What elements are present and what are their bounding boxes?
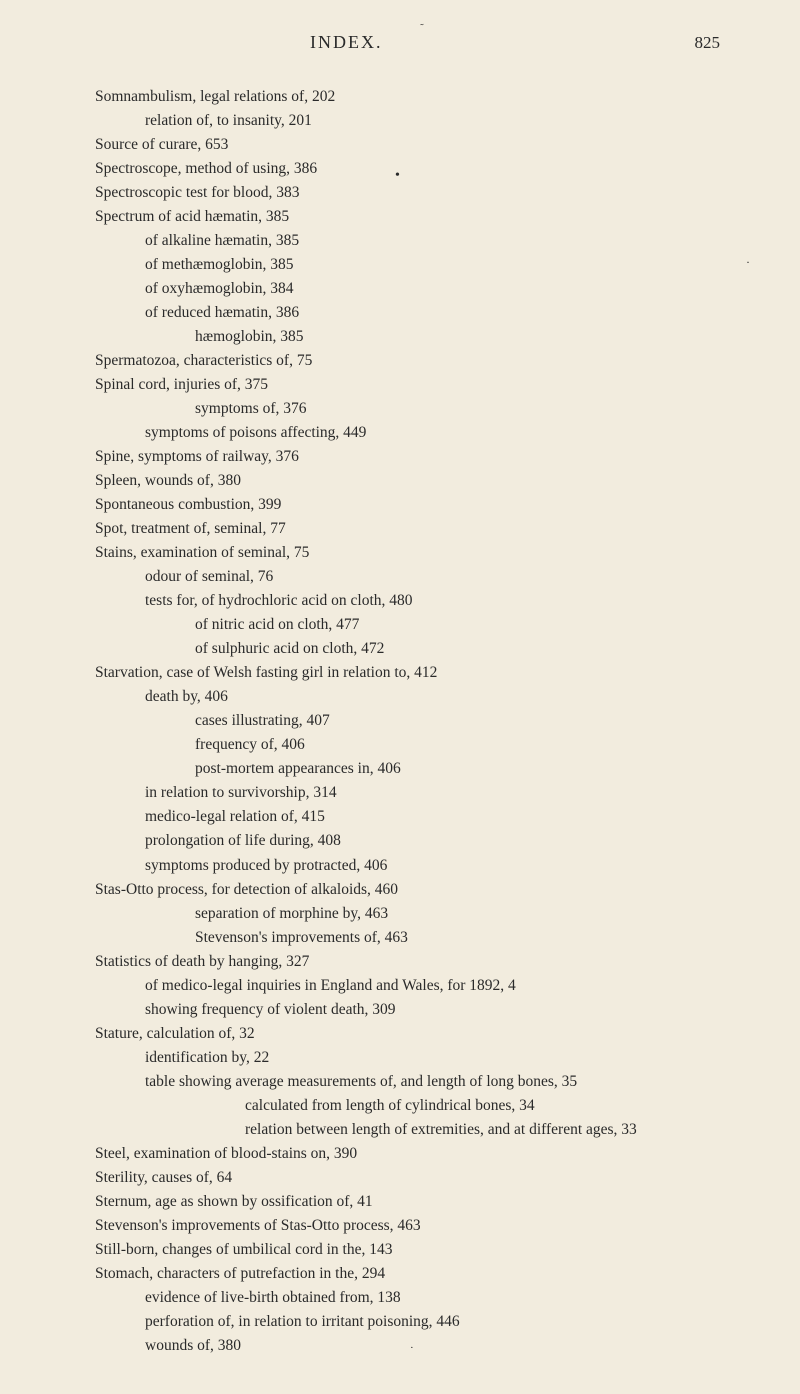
index-entry: of methæmoglobin, 385 <box>145 253 745 277</box>
index-entry: perforation of, in relation to irritant … <box>145 1310 745 1334</box>
index-entry: in relation to survivorship, 314 <box>145 781 745 805</box>
index-entry: relation of, to insanity, 201 <box>145 109 745 133</box>
index-entry: evidence of live-birth obtained from, 13… <box>145 1286 745 1310</box>
page-mark-tilde: ˜ <box>420 22 424 34</box>
index-entry: odour of seminal, 76 <box>145 565 745 589</box>
index-entry: calculated from length of cylindrical bo… <box>245 1094 745 1118</box>
index-entry: post-mortem appearances in, 406 <box>195 757 745 781</box>
index-entry: Spine, symptoms of railway, 376 <box>95 445 745 469</box>
index-entry: separation of morphine by, 463 <box>195 902 745 926</box>
index-entry: Spinal cord, injuries of, 375 <box>95 373 745 397</box>
index-entry: table showing average measurements of, a… <box>145 1070 745 1094</box>
index-entry: Spermatozoa, characteristics of, 75 <box>95 349 745 373</box>
index-entry: Sterility, causes of, 64 <box>95 1166 745 1190</box>
index-entry: Stains, examination of seminal, 75 <box>95 541 745 565</box>
index-entry: tests for, of hydrochloric acid on cloth… <box>145 589 745 613</box>
header-title: INDEX. <box>310 32 383 53</box>
index-entry: wounds of, 380 <box>145 1334 745 1358</box>
index-entry: Spectroscope, method of using, 386 <box>95 157 745 181</box>
page-mark-dot: • <box>395 168 400 184</box>
page-mark-apos: · <box>746 255 750 270</box>
index-entry: Starvation, case of Welsh fasting girl i… <box>95 661 745 685</box>
index-entry: prolongation of life during, 408 <box>145 829 745 853</box>
page-mark-smalldot: · <box>410 1342 414 1354</box>
page-number: 825 <box>695 33 721 53</box>
index-entry: Somnambulism, legal relations of, 202 <box>95 85 745 109</box>
index-entry: symptoms produced by protracted, 406 <box>145 854 745 878</box>
index-entry: of sulphuric acid on cloth, 472 <box>195 637 745 661</box>
index-entry: Steel, examination of blood-stains on, 3… <box>95 1142 745 1166</box>
index-entry: of alkaline hæmatin, 385 <box>145 229 745 253</box>
index-entry: Spontaneous combustion, 399 <box>95 493 745 517</box>
index-entry: death by, 406 <box>145 685 745 709</box>
index-entry: cases illustrating, 407 <box>195 709 745 733</box>
index-entry: Stomach, characters of putrefaction in t… <box>95 1262 745 1286</box>
index-entry: of nitric acid on cloth, 477 <box>195 613 745 637</box>
index-entry: Source of curare, 653 <box>95 133 745 157</box>
index-entry: frequency of, 406 <box>195 733 745 757</box>
index-entry: Spectroscopic test for blood, 383 <box>95 181 745 205</box>
index-entry: symptoms of, 376 <box>195 397 745 421</box>
page-header: INDEX. 825 <box>95 32 745 53</box>
index-entry: Stas-Otto process, for detection of alka… <box>95 878 745 902</box>
index-entry: Stevenson's improvements of Stas-Otto pr… <box>95 1214 745 1238</box>
index-entry: Spot, treatment of, seminal, 77 <box>95 517 745 541</box>
index-entry: of reduced hæmatin, 386 <box>145 301 745 325</box>
index-entry: Statistics of death by hanging, 327 <box>95 950 745 974</box>
index-entries: Somnambulism, legal relations of, 202rel… <box>95 85 745 1358</box>
index-entry: medico-legal relation of, 415 <box>145 805 745 829</box>
index-entry: Stevenson's improvements of, 463 <box>195 926 745 950</box>
index-entry: of medico-legal inquiries in England and… <box>145 974 745 998</box>
index-entry: relation between length of extremities, … <box>245 1118 745 1142</box>
index-entry: Stature, calculation of, 32 <box>95 1022 745 1046</box>
index-entry: Sternum, age as shown by ossification of… <box>95 1190 745 1214</box>
index-entry: of oxyhæmoglobin, 384 <box>145 277 745 301</box>
index-entry: Still-born, changes of umbilical cord in… <box>95 1238 745 1262</box>
index-entry: hæmoglobin, 385 <box>195 325 745 349</box>
index-entry: Spleen, wounds of, 380 <box>95 469 745 493</box>
index-entry: symptoms of poisons affecting, 449 <box>145 421 745 445</box>
index-entry: showing frequency of violent death, 309 <box>145 998 745 1022</box>
index-entry: Spectrum of acid hæmatin, 385 <box>95 205 745 229</box>
index-entry: identification by, 22 <box>145 1046 745 1070</box>
